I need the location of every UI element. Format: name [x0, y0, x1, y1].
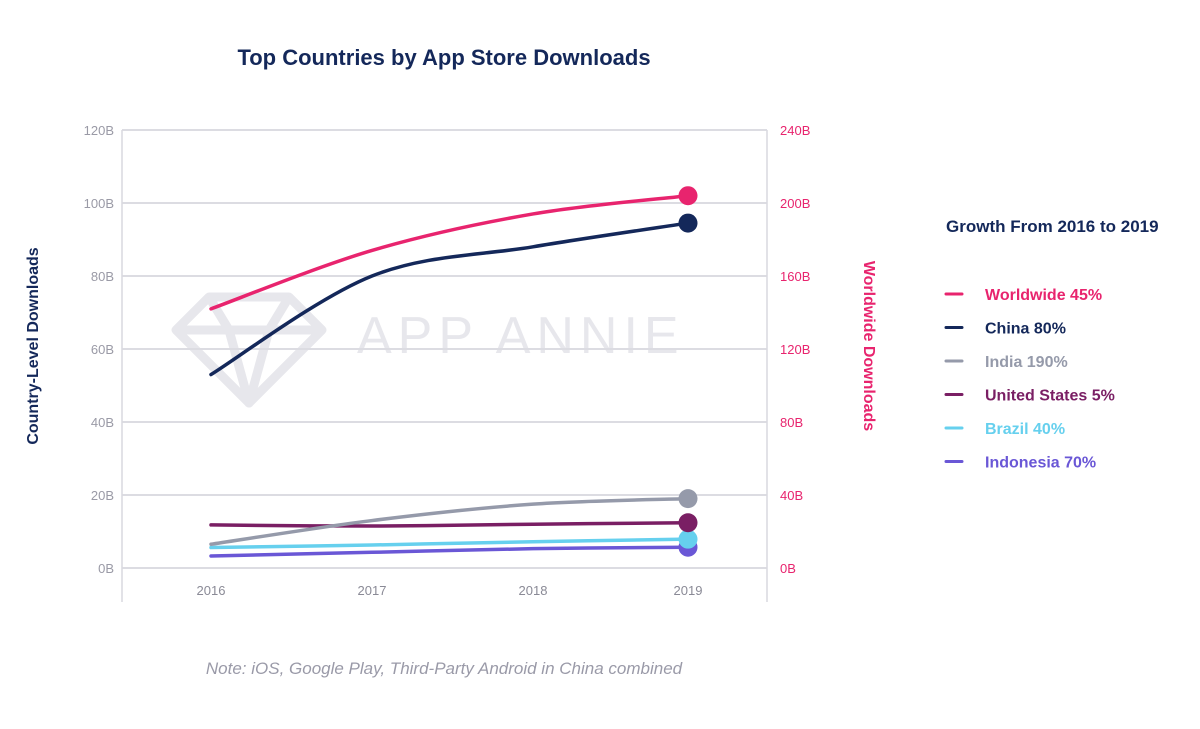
legend-label-indonesia: Indonesia 70%: [985, 455, 1096, 472]
watermark: APP ANNIE: [171, 292, 685, 408]
x-tick-label: 2017: [358, 583, 387, 598]
x-tick-label: 2019: [674, 583, 703, 598]
legend: Worldwide 45% China 80% India 190% United S…: [944, 287, 1115, 472]
left-tick-label: 120B: [84, 123, 114, 138]
legend-label-brazil: Brazil 40%: [985, 421, 1065, 438]
endpoint-marker-worldwide: [678, 186, 698, 206]
endpoint-marker-china: [678, 213, 698, 233]
right-tick-label: 240B: [780, 123, 810, 138]
right-axis-label: Worldwide Downloads: [860, 261, 877, 431]
right-tick-label: 0B: [780, 561, 796, 576]
left-tick-label: 60B: [91, 342, 114, 357]
left-tick-label: 40B: [91, 415, 114, 430]
right-tick-label: 40B: [780, 488, 803, 503]
left-tick-label: 80B: [91, 269, 114, 284]
legend-label-china: China 80%: [985, 321, 1066, 338]
series-lines: [209, 186, 698, 558]
legend-title: Growth From 2016 to 2019: [946, 217, 1159, 236]
right-tick-label: 120B: [780, 342, 810, 357]
right-tick-label: 200B: [780, 196, 810, 211]
left-axis-label: Country-Level Downloads: [25, 247, 42, 444]
left-tick-label: 20B: [91, 488, 114, 503]
left-axis-ticks: 0B 20B 40B 60B 80B 100B 120B: [84, 123, 114, 576]
legend-label-india: India 190%: [985, 354, 1068, 371]
series-line-brazil: [209, 537, 690, 550]
endpoint-marker-united-states: [678, 513, 698, 533]
series-line-worldwide: [209, 193, 690, 311]
series-line-india: [209, 496, 690, 547]
gridlines: [122, 129, 767, 569]
series-line-indonesia: [209, 545, 690, 558]
series-line-united-states: [209, 520, 690, 528]
axes: [121, 130, 768, 602]
chart-title: Top Countries by App Store Downloads: [237, 45, 650, 70]
endpoint-marker-brazil: [678, 529, 698, 549]
right-tick-label: 160B: [780, 269, 810, 284]
right-tick-label: 80B: [780, 415, 803, 430]
legend-label-united-states: United States 5%: [985, 388, 1115, 405]
left-tick-label: 0B: [98, 561, 114, 576]
series-line-china: [209, 221, 690, 377]
left-tick-label: 100B: [84, 196, 114, 211]
chart-note: Note: iOS, Google Play, Third-Party Andr…: [206, 659, 683, 678]
watermark-text: APP ANNIE: [357, 307, 685, 365]
x-tick-label: 2018: [519, 583, 548, 598]
right-axis-ticks: 0B 40B 80B 120B 160B 200B 240B: [780, 123, 810, 576]
legend-label-worldwide: Worldwide 45%: [985, 287, 1102, 304]
x-axis-ticks: 2016 2017 2018 2019: [197, 583, 703, 598]
x-tick-label: 2016: [197, 583, 226, 598]
endpoint-marker-india: [678, 489, 698, 509]
